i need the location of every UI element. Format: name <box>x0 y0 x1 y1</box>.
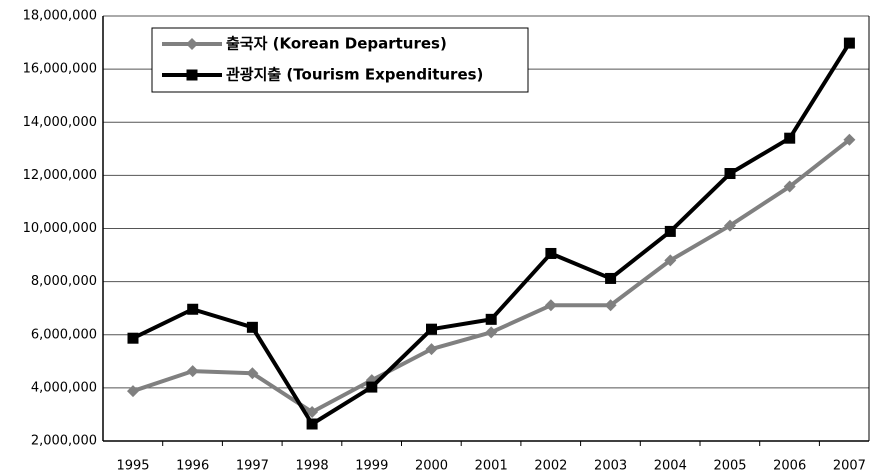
square-marker <box>127 332 139 344</box>
y-tick-label: 2,000,000 <box>31 434 97 449</box>
square-marker <box>426 323 437 335</box>
square-marker <box>545 247 557 259</box>
x-tick-label: 2002 <box>534 459 567 474</box>
x-tick-label: 1996 <box>176 459 209 474</box>
x-tick-label: 1995 <box>116 459 149 474</box>
x-tick-label: 2001 <box>475 459 508 474</box>
square-marker <box>246 321 258 333</box>
x-tick-label: 1997 <box>236 459 269 474</box>
x-tick-label: 2003 <box>594 459 627 474</box>
square-marker <box>366 381 378 393</box>
diamond-marker <box>425 343 438 356</box>
diamond-marker <box>604 299 617 312</box>
series-line <box>132 138 851 415</box>
diamond-marker <box>127 385 139 398</box>
square-marker <box>186 69 198 81</box>
diamond-marker <box>843 133 856 146</box>
legend-label: 출국자 (Korean Departures) <box>226 35 447 53</box>
x-tick-label: 2000 <box>415 459 448 474</box>
y-tick-label: 4,000,000 <box>31 380 97 395</box>
legend-label: 관광지출 (Tourism Expenditures) <box>226 66 483 84</box>
diamond-marker <box>664 254 677 267</box>
x-tick-label: 1998 <box>296 459 329 474</box>
diamond-marker <box>186 38 198 50</box>
y-tick-label: 6,000,000 <box>31 327 97 342</box>
y-tick-label: 14,000,000 <box>23 115 97 130</box>
y-tick-label: 18,000,000 <box>23 9 97 24</box>
diamond-marker <box>783 180 796 193</box>
diamond-marker <box>544 299 557 312</box>
x-tick-label: 2006 <box>773 459 806 474</box>
diamond-marker <box>186 365 199 378</box>
square-marker <box>843 37 855 49</box>
square-marker <box>485 313 497 325</box>
diamond-marker <box>306 406 319 419</box>
diamond-marker <box>485 326 498 339</box>
square-marker <box>605 272 617 284</box>
square-marker <box>187 303 199 315</box>
square-marker <box>724 168 736 180</box>
series-line <box>132 42 852 426</box>
y-tick-label: 12,000,000 <box>23 168 97 183</box>
square-marker <box>306 418 318 430</box>
x-tick-label: 2005 <box>713 459 746 474</box>
legend: 출국자 (Korean Departures) 관광지출 (Tourism Exp… <box>151 27 529 93</box>
x-tick-label: 2004 <box>654 459 687 474</box>
legend-box <box>151 27 529 93</box>
square-marker <box>784 132 796 144</box>
diamond-marker <box>724 219 736 232</box>
y-tick-label: 8,000,000 <box>31 274 97 289</box>
square-marker <box>664 225 676 237</box>
y-tick-label: 16,000,000 <box>23 62 97 77</box>
x-tick-label: 2007 <box>833 459 866 474</box>
x-tick-label: 1999 <box>355 459 388 474</box>
diamond-marker <box>246 367 259 380</box>
y-tick-label: 10,000,000 <box>23 221 97 236</box>
